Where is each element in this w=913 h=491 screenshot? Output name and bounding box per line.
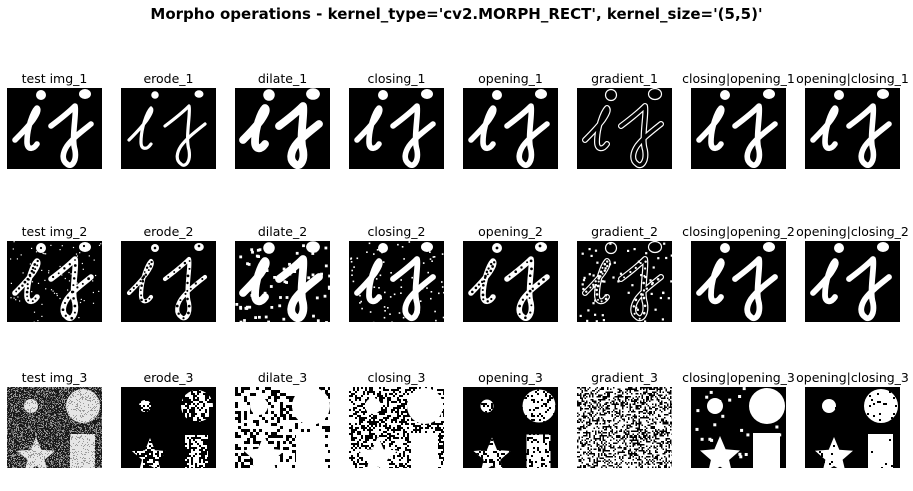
subplot-image <box>7 387 102 468</box>
subplot-image <box>349 241 444 322</box>
subplot-image <box>7 241 102 322</box>
closing_opening-result-image <box>691 88 786 169</box>
subplot-image <box>121 241 216 322</box>
subplot-title: opening|closing_2 <box>780 224 913 239</box>
subplot-image <box>121 387 216 468</box>
subplot-image <box>349 88 444 169</box>
closing_opening-result-image <box>691 241 786 322</box>
dilate-result-image <box>235 387 330 468</box>
subplot-image <box>121 88 216 169</box>
opening_closing-result-image <box>805 387 900 468</box>
original-result-image <box>7 241 102 322</box>
closing-result-image <box>349 88 444 169</box>
opening_closing-result-image <box>805 88 900 169</box>
subplot-image <box>805 387 900 468</box>
opening_closing-result-image <box>805 241 900 322</box>
subplot-image <box>235 88 330 169</box>
erode-result-image <box>121 241 216 322</box>
subplot-image <box>691 241 786 322</box>
dilate-result-image <box>235 241 330 322</box>
closing_opening-result-image <box>691 387 786 468</box>
subplot-image <box>577 88 672 169</box>
gradient-result-image <box>577 241 672 322</box>
erode-result-image <box>121 387 216 468</box>
subplot-image <box>691 387 786 468</box>
subplot-title: opening|closing_1 <box>780 71 913 86</box>
opening-result-image <box>463 88 558 169</box>
closing-result-image <box>349 387 444 468</box>
opening-result-image <box>463 387 558 468</box>
gradient-result-image <box>577 88 672 169</box>
subplot-image <box>7 88 102 169</box>
opening-result-image <box>463 241 558 322</box>
subplot-image <box>235 241 330 322</box>
subplot-image <box>463 88 558 169</box>
subplot-image <box>463 387 558 468</box>
subplot-image <box>691 88 786 169</box>
subplot-image <box>577 387 672 468</box>
closing-result-image <box>349 241 444 322</box>
gradient-result-image <box>577 387 672 468</box>
original-result-image <box>7 387 102 468</box>
subplot-title: opening|closing_3 <box>780 370 913 385</box>
subplot-image <box>463 241 558 322</box>
original-result-image <box>7 88 102 169</box>
subplot-image <box>805 88 900 169</box>
dilate-result-image <box>235 88 330 169</box>
subplot-image <box>805 241 900 322</box>
erode-result-image <box>121 88 216 169</box>
subplot-image <box>577 241 672 322</box>
figure-title: Morpho operations - kernel_type='cv2.MOR… <box>0 5 913 23</box>
subplot-image <box>349 387 444 468</box>
subplot-image <box>235 387 330 468</box>
